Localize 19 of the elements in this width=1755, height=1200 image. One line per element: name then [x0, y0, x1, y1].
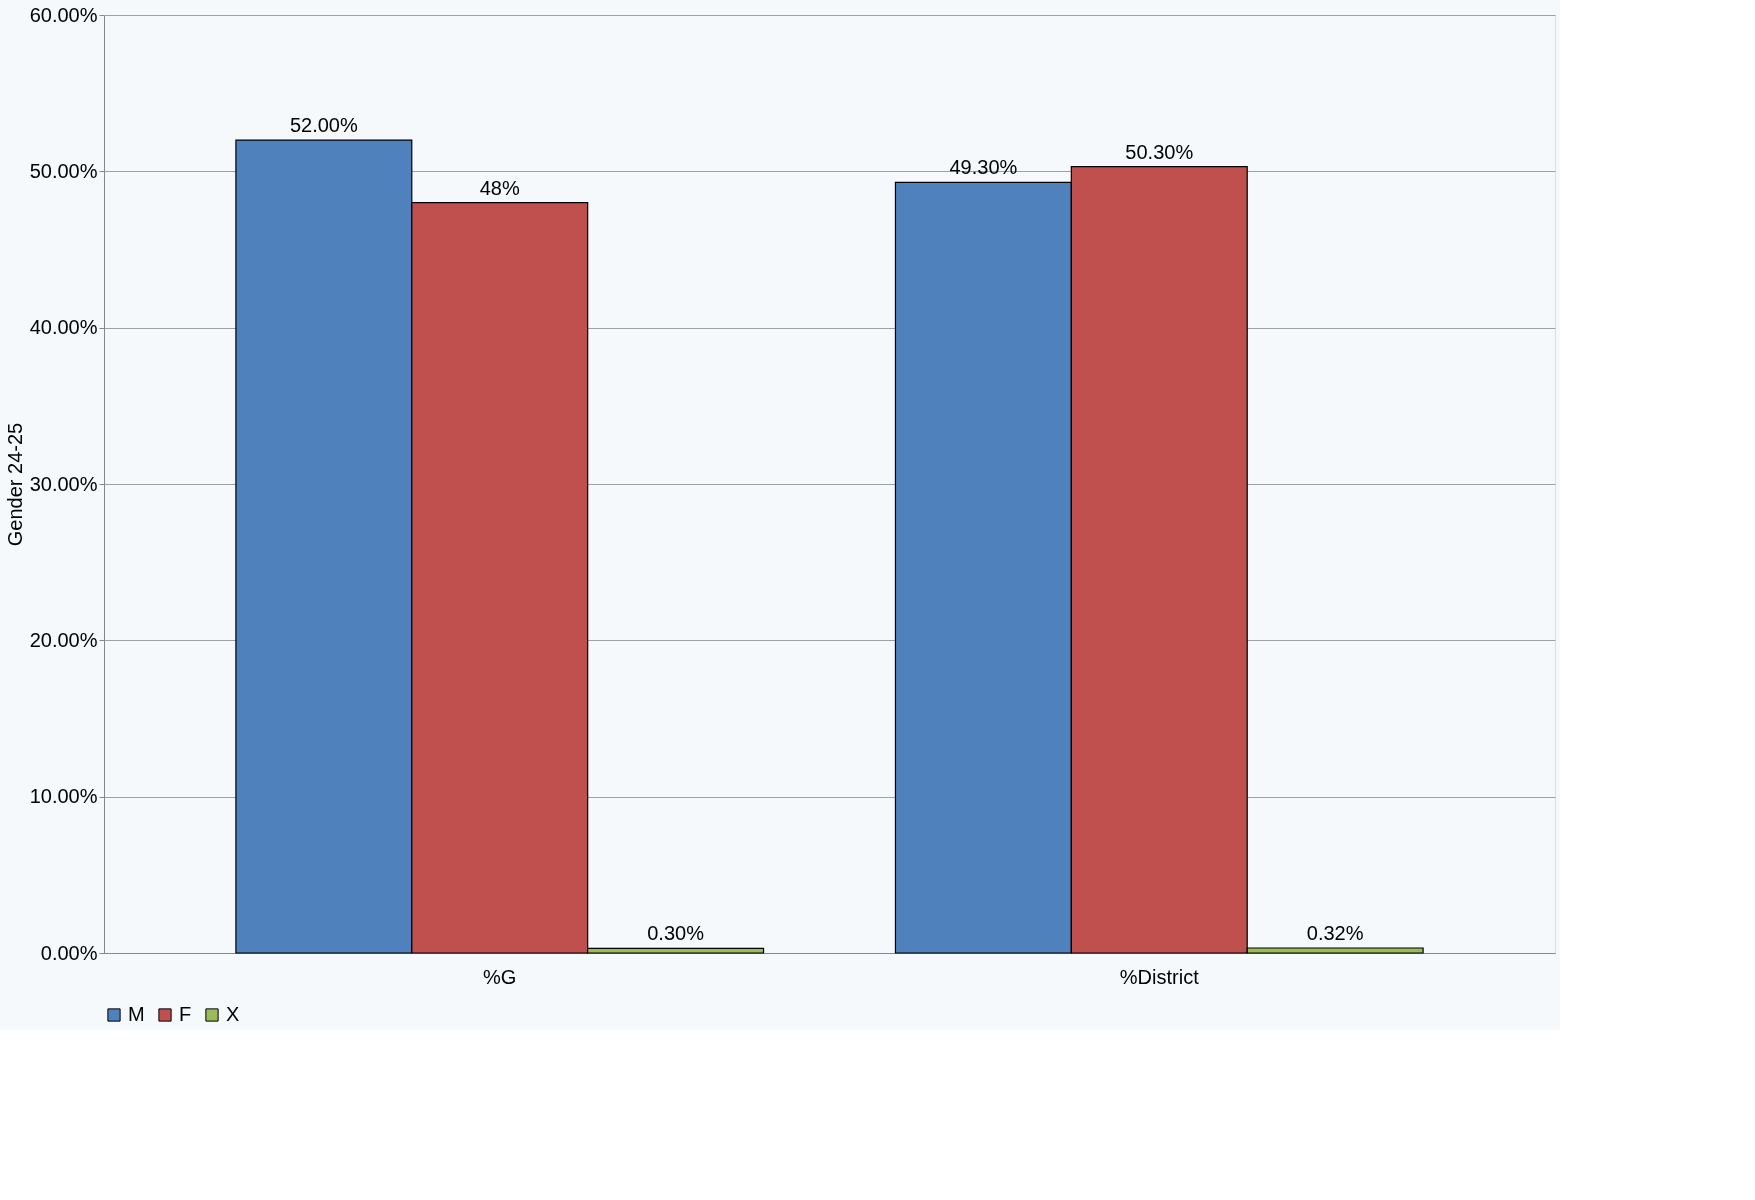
x-tick-label: %G [483, 965, 517, 988]
y-tick-label: 40.00% [29, 316, 98, 339]
legend-label: M [128, 1003, 145, 1025]
data-label: 0.30% [647, 922, 705, 945]
y-tick-label: 0.00% [40, 941, 98, 964]
legend-label: F [179, 1003, 192, 1025]
y-tick-label: 50.00% [29, 159, 98, 182]
x-tick-label: %District [1119, 965, 1200, 988]
data-label: 48% [479, 176, 520, 199]
data-label: 52.00% [289, 114, 358, 137]
y-tick-label: 60.00% [29, 3, 98, 26]
y-tick-label: 10.00% [29, 785, 98, 808]
data-label: 0.32% [1306, 922, 1364, 944]
data-label: 49.30% [949, 156, 1018, 179]
y-tick-label: 30.00% [29, 472, 98, 495]
y-tick-label: 20.00% [29, 628, 98, 651]
data-label: 50.30% [1125, 140, 1194, 163]
y-axis-title: Gender 24-25 [3, 422, 26, 547]
legend-label: X [226, 1003, 240, 1025]
